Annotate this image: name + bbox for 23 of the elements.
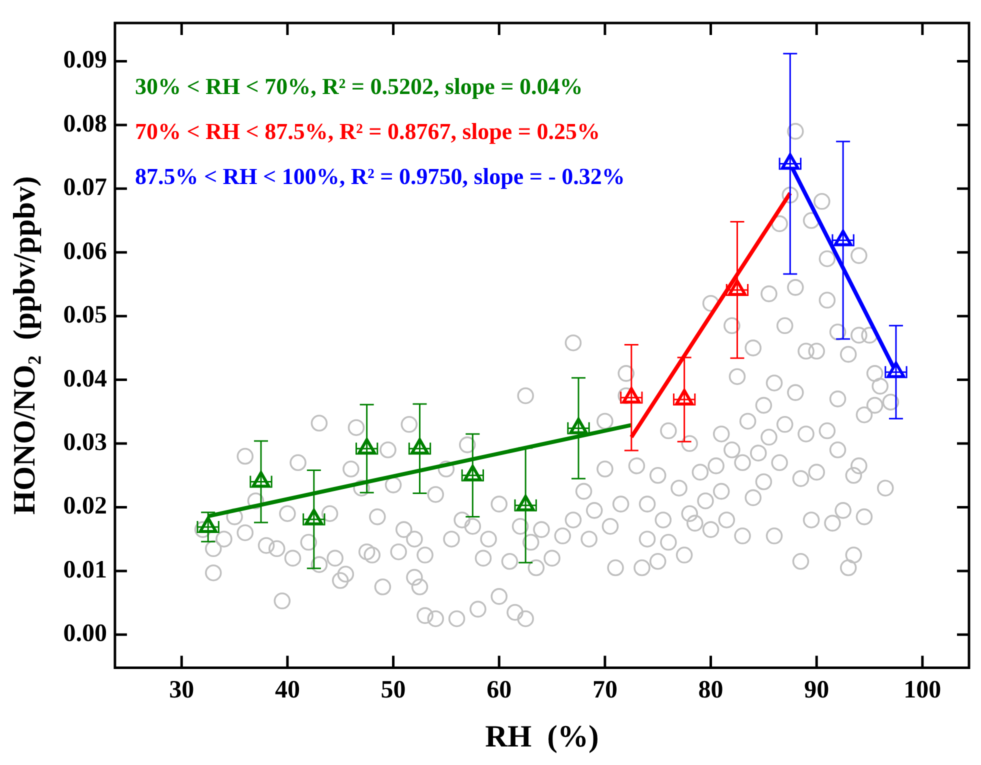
y-tick-label: 0.04 bbox=[63, 365, 108, 392]
x-axis-title: RH (%) bbox=[485, 718, 599, 754]
y-tick-label: 0.07 bbox=[63, 174, 107, 202]
annotation: 70% < RH < 87.5%, R² = 0.8767, slope = 0.25% bbox=[134, 118, 600, 144]
x-tick-label: 40 bbox=[274, 676, 300, 704]
x-tick-label: 100 bbox=[904, 676, 942, 704]
y-axis-title: HONO/NO₂ (ppbv/ppbv) bbox=[6, 176, 42, 515]
y-tick-label: 0.03 bbox=[63, 428, 107, 456]
y-tick-label: 0.05 bbox=[63, 302, 107, 329]
x-tick-label: 30 bbox=[169, 676, 194, 704]
x-tick-label: 80 bbox=[698, 676, 724, 704]
annotation: 87.5% < RH < 100%, R² = 0.9750, slope = - 0.32% bbox=[134, 164, 625, 189]
x-tick-label: 50 bbox=[380, 676, 406, 704]
x-tick-label: 60 bbox=[486, 676, 512, 704]
y-tick-label: 0.06 bbox=[63, 238, 107, 265]
y-tick-label: 0.09 bbox=[63, 46, 107, 74]
y-tick-label: 0.08 bbox=[63, 110, 107, 138]
annotation: 30% < RH < 70%, R² = 0.5202, slope = 0.04% bbox=[134, 74, 583, 99]
x-tick-label: 70 bbox=[592, 676, 618, 704]
y-tick-label: 0.02 bbox=[63, 492, 107, 520]
x-tick-label: 90 bbox=[804, 676, 830, 704]
y-tick-label: 0.00 bbox=[63, 620, 107, 648]
y-tick-label: 0.01 bbox=[63, 556, 107, 584]
